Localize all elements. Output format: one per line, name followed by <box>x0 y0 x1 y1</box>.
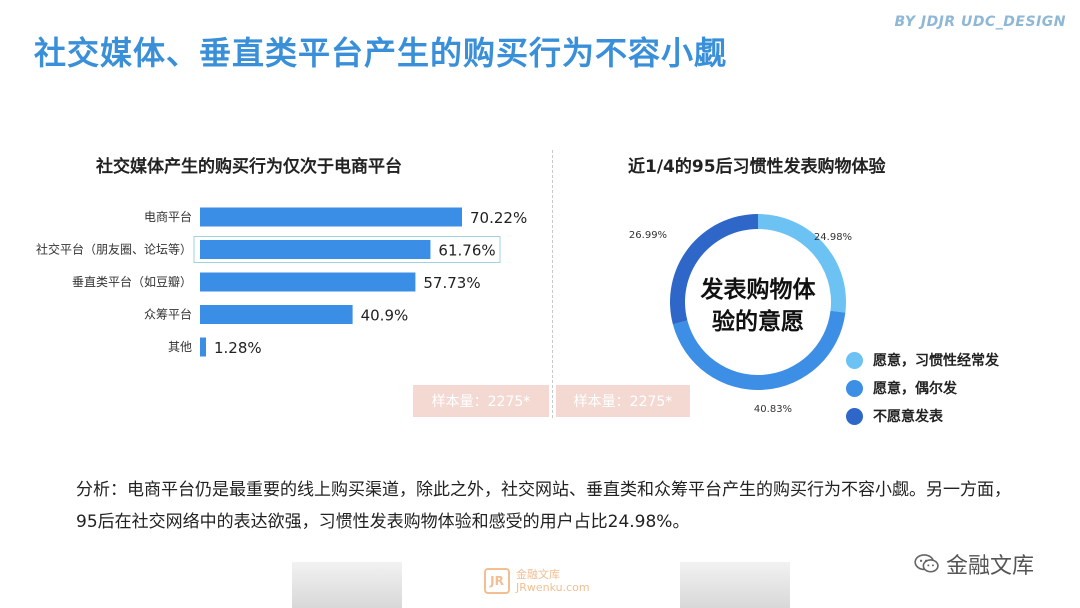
bar-value-label: 40.9% <box>361 307 409 325</box>
legend-swatch <box>846 407 863 425</box>
bar-value-label: 1.28% <box>214 339 262 357</box>
bottom-shade-left <box>292 562 402 608</box>
donut-chart-title: 近1/4的95后习惯性发表购物体验 <box>628 157 886 177</box>
analysis-text: 分析：电商平台仍是最重要的线上购买渠道，除此之外，社交网站、垂直类和众筹平台产生… <box>76 480 1011 532</box>
bar <box>200 207 462 227</box>
watermark-text: 金融文库 <box>946 554 1035 579</box>
bar-value-label: 61.76% <box>438 242 495 260</box>
bar-chart-title: 社交媒体产生的购买行为仅次于电商平台 <box>96 157 402 177</box>
jr-logo-url: JRwenku.com <box>516 581 590 594</box>
credit-text: BY JDJR UDC_DESIGN <box>894 14 1066 30</box>
donut-slice-label: 24.98% <box>814 232 852 243</box>
legend-item: 愿意，偶尔发 <box>846 374 999 402</box>
donut-slice <box>672 310 846 391</box>
bar-value-label: 57.73% <box>423 274 480 292</box>
bar <box>200 240 431 259</box>
legend-swatch <box>846 351 863 369</box>
donut-slice <box>670 214 758 325</box>
sample-size-badge-left: 样本量：2275* <box>413 385 549 417</box>
page-title: 社交媒体、垂直类平台产生的购买行为不容小觑 <box>34 34 728 72</box>
donut-chart: 24.98% 40.83% 26.99% <box>629 214 852 415</box>
jrwenku-logo: JR 金融文库 JRwenku.com <box>484 568 590 594</box>
section-divider <box>552 150 553 418</box>
donut-center-line2: 验的意愿 <box>712 309 804 335</box>
jr-badge-icon: JR <box>484 568 510 594</box>
bar-value-label: 70.22% <box>470 209 527 227</box>
legend-item: 不愿意发表 <box>846 402 999 430</box>
legend-label: 不愿意发表 <box>873 409 943 425</box>
legend-label: 愿意，习惯性经常发 <box>873 353 999 369</box>
donut-legend: 愿意，习惯性经常发 愿意，偶尔发 不愿意发表 <box>846 346 999 430</box>
bar <box>200 337 206 357</box>
bar <box>200 272 416 292</box>
bar <box>200 305 353 324</box>
bar-category-label: 社交平台（朋友圈、论坛等） <box>36 242 192 257</box>
bar-category-label: 其他 <box>168 340 192 354</box>
legend-item: 愿意，习惯性经常发 <box>846 346 999 374</box>
highlight-box <box>193 236 501 263</box>
sample-size-badge-right: 样本量：2275* <box>556 385 690 417</box>
donut-center-line1: 发表购物体 <box>700 277 816 303</box>
watermark: 金融文库 <box>914 548 1034 580</box>
donut-slice <box>758 214 846 313</box>
bar-chart: 电商平台 70.22% 社交平台（朋友圈、论坛等） 61.76% 垂直类平台（如豆瓣） 5… <box>36 207 527 357</box>
jr-logo-text: 金融文库 JRwenku.com <box>516 568 590 594</box>
legend-label: 愿意，偶尔发 <box>873 381 957 397</box>
donut-slice-label: 40.83% <box>754 404 792 415</box>
bar-category-label: 众筹平台 <box>144 307 192 322</box>
legend-swatch <box>846 379 863 397</box>
wechat-icon <box>914 554 939 573</box>
donut-center-label: 发表购物体 验的意愿 <box>683 274 833 338</box>
bar-category-label: 垂直类平台（如豆瓣） <box>72 274 192 289</box>
bar-category-label: 电商平台 <box>144 209 192 224</box>
bottom-shade-right <box>680 562 790 608</box>
donut-slice-label: 26.99% <box>629 230 667 241</box>
jr-logo-cn: 金融文库 <box>516 568 560 581</box>
